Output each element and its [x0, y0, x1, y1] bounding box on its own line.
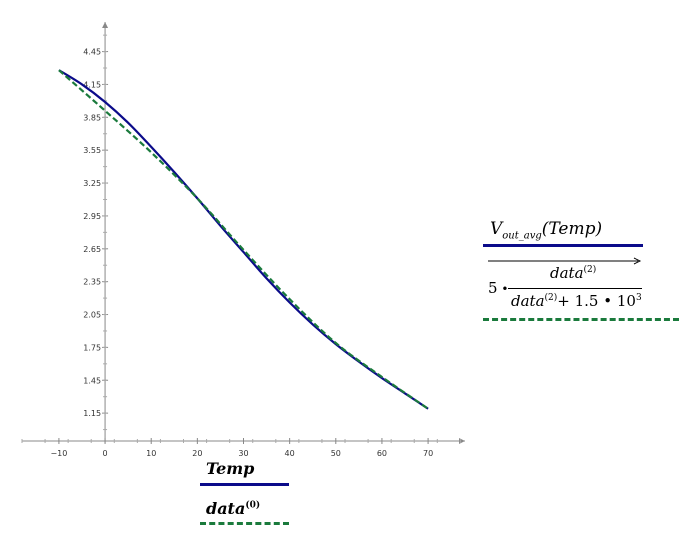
tick-labels: −10 0 10 20 30 40 50 60 70 1.15 1.45 1.75 2.05 2.35 2.… — [50, 48, 433, 458]
x-tick-label: 30 — [238, 449, 248, 458]
y-tick-label: 2.35 — [83, 278, 101, 287]
y-legend-solid-line — [483, 244, 643, 247]
y-legend-func: Vout_avg(Temp) — [490, 219, 603, 242]
y-tick-label: 1.15 — [83, 409, 101, 418]
x-tick-label: 70 — [423, 449, 433, 458]
series-line-vout — [58, 69, 429, 410]
y-tick-label: 3.85 — [83, 113, 101, 122]
y-legend-denominator: data(2)+ 1.5 • 103 — [511, 292, 642, 310]
y-tick-label: 4.15 — [83, 80, 101, 89]
fraction-bar — [508, 288, 642, 289]
y-legend-numerator: data(2) — [550, 264, 597, 282]
x-legend-solid-line — [200, 483, 289, 486]
x-legend-label: Temp — [206, 459, 255, 478]
y-tick-label: 2.05 — [83, 311, 101, 320]
vector-arrow — [488, 257, 642, 265]
y-tick-label: 4.45 — [83, 48, 101, 57]
y-tick-label: 2.95 — [83, 212, 101, 221]
x-legend-data-label: data(0) — [206, 499, 261, 518]
x-tick-label: 10 — [146, 449, 156, 458]
y-tick-label: 2.65 — [83, 245, 101, 254]
y-legend-coef: 5 • — [488, 279, 509, 297]
x-tick-label: 60 — [377, 449, 387, 458]
y-tick-label: 3.55 — [83, 146, 101, 155]
y-legend-dash-line — [483, 318, 679, 321]
x-tick-label: 20 — [192, 449, 202, 458]
x-legend-dash-line — [200, 522, 289, 525]
series-lines — [58, 69, 429, 410]
y-axis-arrow — [102, 22, 109, 28]
axes — [21, 22, 465, 444]
x-tick-label: −10 — [50, 449, 67, 458]
series-line-data — [58, 69, 429, 410]
y-tick-label: 3.25 — [83, 179, 101, 188]
x-tick-label: 50 — [331, 449, 341, 458]
x-tick-label: 40 — [285, 449, 295, 458]
y-tick-label: 1.45 — [83, 376, 101, 385]
x-tick-label: 0 — [103, 449, 108, 458]
y-tick-label: 1.75 — [83, 343, 101, 352]
